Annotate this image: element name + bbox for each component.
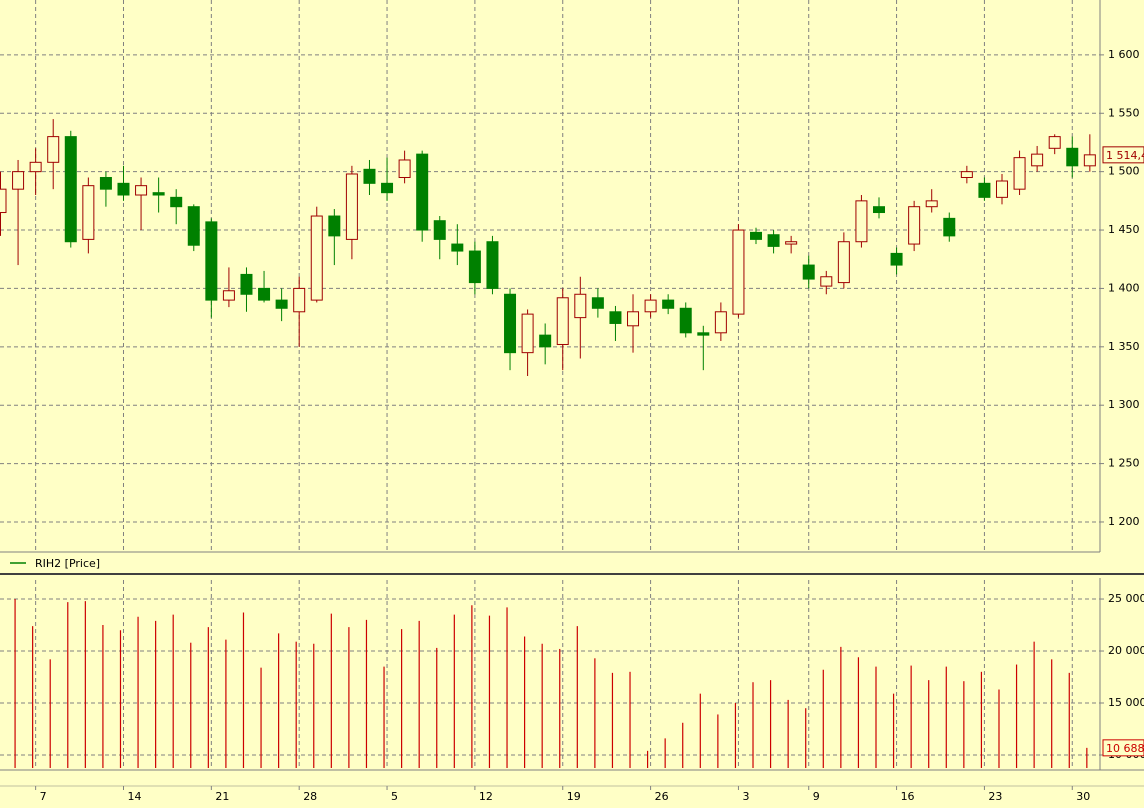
candle-body (170, 196, 183, 208)
candle-body (205, 221, 218, 301)
x-tick-label: 3 (742, 790, 749, 803)
candle-body (258, 287, 271, 301)
candle-body (627, 311, 640, 327)
y-tick-label: 1 350 (1108, 340, 1140, 353)
candle-body (714, 311, 727, 334)
candle-body (1031, 153, 1044, 167)
y-tick-label: 20 000 (1108, 644, 1144, 657)
candle-body (29, 161, 42, 173)
candle-body (609, 311, 622, 324)
candle-body (117, 182, 130, 196)
x-tick-label: 23 (988, 790, 1002, 803)
x-tick-label: 14 (127, 790, 141, 803)
candle-body (310, 215, 323, 301)
candle-body (416, 153, 429, 231)
candle-body (644, 299, 657, 313)
legend-label: RIH2 [Price] (35, 557, 100, 570)
last-price-label: 1 514,4 (1106, 149, 1144, 162)
candle-body (943, 217, 956, 237)
y-tick-label: 15 000 (1108, 696, 1144, 709)
x-tick-label: 21 (215, 790, 229, 803)
candle-body (433, 220, 446, 240)
candle-body (908, 206, 921, 245)
x-tick-label: 9 (813, 790, 820, 803)
candle-body (925, 200, 938, 208)
y-tick-label: 1 600 (1108, 48, 1140, 61)
candle-body (451, 243, 464, 252)
candle-body (381, 182, 394, 194)
y-tick-label: 1 550 (1108, 106, 1140, 119)
candle-body (539, 334, 552, 348)
x-tick-label: 12 (479, 790, 493, 803)
y-tick-label: 1 500 (1108, 165, 1140, 178)
candle-body (732, 229, 745, 315)
candle-body (662, 299, 675, 309)
candle-body (12, 171, 25, 190)
candle-body (82, 185, 95, 240)
candle-body (960, 171, 973, 178)
candle-body (0, 188, 7, 214)
x-tick-label: 30 (1076, 790, 1090, 803)
y-tick-label: 1 300 (1108, 398, 1140, 411)
candle-body (873, 206, 885, 214)
candle-body (363, 168, 376, 184)
y-tick-label: 1 250 (1108, 457, 1140, 470)
y-tick-label: 1 450 (1108, 223, 1140, 236)
last-volume-box (1102, 739, 1144, 757)
candle-body (152, 192, 165, 196)
candle-body (486, 241, 499, 289)
candle-body (837, 241, 850, 284)
candle-body (785, 241, 798, 245)
candle-body (679, 307, 692, 334)
candle-body (135, 185, 148, 196)
candle-body (978, 182, 991, 198)
candle-body (1083, 154, 1096, 167)
candle-body (802, 264, 815, 280)
y-tick-label: 1 400 (1108, 281, 1140, 294)
candle-body (345, 173, 358, 240)
candle-body (697, 332, 710, 336)
candle-body (222, 290, 235, 301)
candle-body (855, 200, 868, 243)
candle-body (47, 136, 60, 163)
candle-body (591, 297, 604, 309)
candle-body (556, 297, 569, 345)
candle-body (750, 231, 763, 240)
candle-body (64, 136, 77, 243)
candle-body (1013, 157, 1026, 190)
last-price-box (1102, 146, 1144, 164)
candle-body (398, 159, 411, 178)
candle-body (995, 180, 1008, 198)
candle-body (99, 176, 112, 190)
x-tick-label: 7 (40, 790, 47, 803)
candle-body (1066, 147, 1079, 167)
candle-body (890, 252, 903, 266)
candle-body (504, 293, 517, 354)
last-volume-label: 10 688 (1106, 742, 1144, 755)
candle-body (1048, 136, 1061, 149)
legend: RIH2 [Price] (10, 557, 100, 570)
x-tick-label: 19 (567, 790, 581, 803)
candle-body (574, 293, 587, 319)
candle-body (293, 287, 306, 313)
x-tick-label: 26 (655, 790, 669, 803)
candle-body (275, 299, 288, 309)
x-tick-label: 28 (303, 790, 317, 803)
candle-body (468, 250, 481, 284)
candle-body (767, 234, 780, 247)
candle-body (187, 206, 200, 246)
x-tick-label: 5 (391, 790, 398, 803)
candle-body (328, 215, 341, 237)
candle-body (240, 273, 253, 295)
candle-body (521, 313, 534, 354)
candle-body (820, 276, 833, 287)
y-tick-label: 1 200 (1108, 515, 1140, 528)
x-tick-label: 16 (901, 790, 915, 803)
y-tick-label: 25 000 (1108, 592, 1144, 605)
